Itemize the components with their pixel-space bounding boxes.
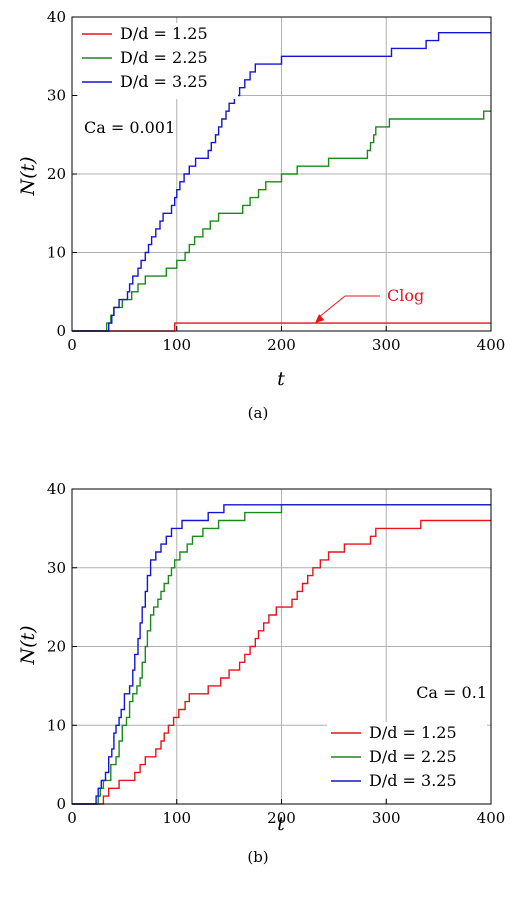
x-tick-label: 100	[162, 336, 191, 354]
clog-label: Clog	[387, 286, 424, 305]
x-tick-label: 0	[67, 336, 77, 354]
x-tick-label: 400	[477, 809, 506, 827]
legend-entry: D/d = 3.25	[120, 72, 208, 91]
y-tick-label: 20	[47, 638, 66, 656]
legend-entry: D/d = 1.25	[120, 24, 208, 43]
legend-entry: D/d = 3.25	[369, 771, 457, 790]
y-tick-label: 0	[56, 795, 66, 813]
ca-annotation-a: Ca = 0.001	[84, 118, 175, 137]
series-line-3	[72, 32, 491, 332]
y-tick-label: 20	[47, 165, 66, 183]
y-tick-label: 10	[47, 716, 66, 734]
legend-a: D/d = 1.25 D/d = 2.25 D/d = 3.25	[78, 23, 238, 99]
x-axis-label-b: t	[277, 813, 285, 835]
axis-ticks-b: 0 100 200 300 400 0 10 20 30 40	[47, 480, 505, 827]
y-axis-label-a: N(t)	[17, 156, 39, 196]
caption-a: (a)	[248, 404, 269, 422]
x-tick-label: 400	[477, 336, 506, 354]
legend-entry: D/d = 2.25	[120, 48, 208, 67]
y-tick-label: 40	[47, 8, 66, 26]
chart-panel-b: 0 100 200 300 400 0 10 20 30 40 t N(t) Ca = 0.1 D…	[17, 480, 505, 866]
legend-entry: D/d = 1.25	[369, 723, 457, 742]
legend-b: D/d = 1.25 D/d = 2.25 D/d = 3.25	[327, 722, 487, 798]
series-line-3	[72, 504, 491, 805]
legend-background	[327, 722, 487, 798]
clog-arrow-shaft	[318, 295, 346, 318]
y-tick-label: 30	[47, 559, 66, 577]
x-tick-label: 200	[267, 809, 296, 827]
y-tick-label: 40	[47, 480, 66, 498]
x-tick-label: 300	[372, 336, 401, 354]
series-layer-b	[72, 504, 491, 805]
y-axis-label-b: N(t)	[17, 625, 39, 665]
series-line-2	[72, 504, 491, 805]
axis-ticks-a: 0 100 200 300 400 0 10 20 30 40	[47, 8, 505, 354]
chart-panel-a: 0 100 200 300 400 0 10 20 30 40 t N(t) D/d = 1.25…	[17, 8, 505, 422]
clog-annotation: Clog	[315, 286, 424, 324]
y-tick-label: 30	[47, 87, 66, 105]
series-line-2	[72, 110, 491, 332]
x-tick-label: 0	[67, 809, 77, 827]
x-axis-label-a: t	[277, 368, 285, 390]
legend-background	[78, 23, 238, 99]
legend-entry: D/d = 2.25	[369, 747, 457, 766]
x-tick-label: 200	[267, 336, 296, 354]
x-tick-label: 300	[372, 809, 401, 827]
clog-arrow-head	[315, 314, 325, 324]
ca-annotation-b: Ca = 0.1	[416, 683, 487, 702]
y-tick-label: 10	[47, 244, 66, 262]
caption-b: (b)	[247, 848, 268, 866]
y-tick-label: 0	[56, 322, 66, 340]
series-line-1	[72, 519, 491, 805]
x-tick-label: 100	[162, 809, 191, 827]
